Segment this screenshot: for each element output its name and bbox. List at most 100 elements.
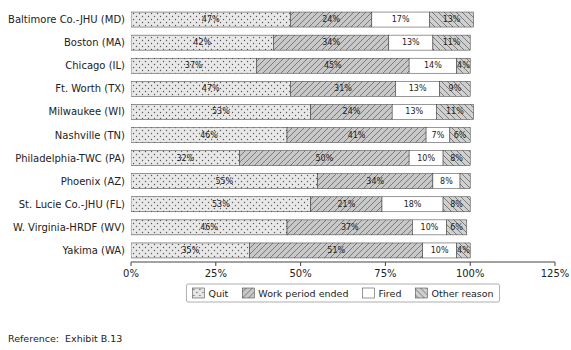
- bar-segment: [131, 58, 257, 73]
- bar-segment: [290, 81, 395, 96]
- data-label: 24%: [343, 107, 361, 116]
- data-label: 42%: [193, 38, 211, 47]
- data-label: 11%: [446, 107, 464, 116]
- bar-segment: [131, 197, 311, 212]
- category-label: Phoenix (AZ): [61, 176, 125, 187]
- bar-segment: [440, 81, 471, 96]
- data-label: 10%: [421, 223, 439, 232]
- bar-segment: [457, 243, 471, 258]
- tick-mark: [470, 262, 471, 266]
- category-label: Baltimore Co.-JHU (MD): [8, 14, 125, 25]
- data-label: 7%: [432, 131, 445, 140]
- bar-segment: [131, 12, 290, 27]
- bar-segment: [131, 127, 287, 142]
- bar-segment: [131, 174, 318, 189]
- legend-label: Other reason: [431, 288, 493, 299]
- category-label: Boston (MA): [64, 37, 125, 48]
- chart: 47%42%37%47%53%46%32%55%53%46%35%24%34%4…: [0, 0, 571, 350]
- bar-segment: [131, 81, 290, 96]
- category-label: Nashville (TN): [55, 130, 125, 141]
- bar-segment: [443, 197, 470, 212]
- legend: Quit Work period ended Fired Other reason: [186, 284, 499, 302]
- bar-segment: [287, 220, 413, 235]
- data-label: 45%: [324, 61, 342, 70]
- legend-item: Work period ended: [242, 288, 348, 299]
- category-label: Milwaukee (WI): [49, 106, 125, 117]
- data-label: 8%: [450, 200, 463, 209]
- data-label: 47%: [202, 15, 220, 24]
- bar-segment: [131, 220, 287, 235]
- data-label: 37%: [341, 223, 359, 232]
- bar-segment: [240, 151, 410, 166]
- legend-frame: [186, 284, 499, 302]
- bar-segment: [287, 127, 426, 142]
- tick-label: 75%: [374, 268, 396, 279]
- bar-segment: [450, 127, 470, 142]
- data-label: 46%: [200, 131, 218, 140]
- bar-segment: [436, 104, 473, 119]
- bar-segment: [433, 174, 460, 189]
- data-label: 53%: [212, 107, 230, 116]
- x-axis: 0%25%50%75%100%125%: [123, 262, 569, 279]
- bar-segment: [257, 58, 410, 73]
- bar-segment: [457, 58, 471, 73]
- data-label: 13%: [405, 107, 423, 116]
- data-label: 11%: [443, 38, 461, 47]
- data-label: 46%: [200, 223, 218, 232]
- bar-segment: [396, 81, 440, 96]
- bar-segment: [426, 127, 450, 142]
- data-label: 13%: [402, 38, 420, 47]
- bar-segment: [131, 243, 250, 258]
- data-label: 55%: [215, 177, 233, 186]
- legend-swatch: [362, 288, 374, 298]
- data-label: 10%: [431, 246, 449, 255]
- data-label: 13%: [409, 84, 427, 93]
- data-label: 35%: [181, 246, 199, 255]
- data-label: 41%: [348, 131, 366, 140]
- data-label: 18%: [404, 200, 422, 209]
- data-labels: 47%42%37%47%53%46%32%55%53%46%35%24%34%4…: [176, 15, 470, 255]
- bar-segment: [290, 12, 371, 27]
- category-label: Philadelphia-TWC (PA): [15, 153, 125, 164]
- tick-mark: [300, 262, 301, 266]
- bar-segment: [429, 12, 473, 27]
- category-label: St. Lucie Co.-JHU (FL): [19, 199, 125, 210]
- data-label: 4%: [457, 61, 470, 70]
- legend-swatch: [415, 288, 427, 298]
- data-label: 34%: [366, 177, 384, 186]
- bar-segment: [413, 220, 447, 235]
- category-label: Yakima (WA): [62, 245, 126, 256]
- legend-item: Fired: [362, 288, 401, 299]
- bar-segment: [131, 151, 240, 166]
- bar-segment: [382, 197, 443, 212]
- tick-label: 0%: [123, 268, 139, 279]
- tick-label: 25%: [205, 268, 227, 279]
- data-label: 37%: [185, 61, 203, 70]
- data-label: 24%: [322, 15, 340, 24]
- data-label: 14%: [424, 61, 442, 70]
- data-label: 17%: [392, 15, 410, 24]
- legend-label: Work period ended: [258, 288, 348, 299]
- data-label: 8%: [440, 177, 453, 186]
- data-label: 31%: [334, 84, 352, 93]
- data-label: 9%: [449, 84, 462, 93]
- legend-item: Other reason: [415, 288, 493, 299]
- legend-item: Quit: [192, 288, 228, 299]
- bar-segment: [389, 35, 433, 50]
- bar-segment: [250, 243, 423, 258]
- legend-swatch: [192, 288, 204, 298]
- category-label: W. Virginia-HRDF (WV): [13, 222, 125, 233]
- bar-segment: [460, 174, 470, 189]
- legend-swatch: [242, 288, 254, 298]
- tick-mark: [385, 262, 386, 266]
- bar-segment: [392, 104, 436, 119]
- bar-segment: [409, 58, 456, 73]
- data-label: 21%: [338, 200, 356, 209]
- bar-segment: [372, 12, 430, 27]
- bar-segment: [311, 197, 382, 212]
- bar-segment: [423, 243, 457, 258]
- data-label: 6%: [454, 131, 467, 140]
- category-label: Ft. Worth (TX): [55, 83, 125, 94]
- bar-segment: [443, 151, 470, 166]
- bar-segment: [131, 104, 311, 119]
